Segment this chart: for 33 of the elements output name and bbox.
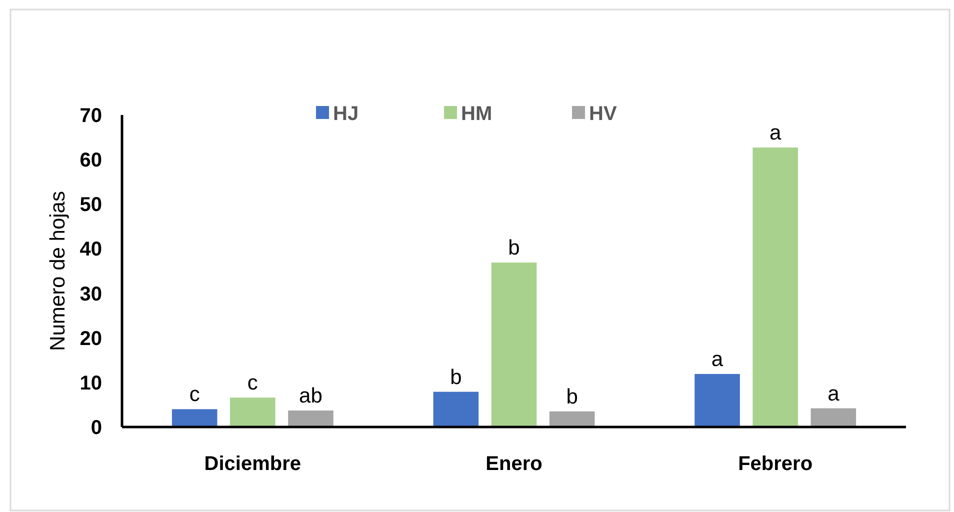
data-label: a bbox=[828, 382, 840, 406]
legend-label: HM bbox=[461, 103, 492, 125]
y-tick-label: 10 bbox=[80, 372, 102, 394]
x-tick-label: Diciembre bbox=[204, 453, 302, 475]
y-tick-label: 70 bbox=[80, 105, 102, 127]
data-label: ab bbox=[299, 384, 322, 408]
data-label: a bbox=[769, 122, 782, 145]
bar bbox=[172, 409, 218, 427]
y-tick-label: 20 bbox=[80, 328, 102, 350]
data-label: c bbox=[189, 383, 200, 406]
bar bbox=[694, 374, 740, 427]
y-tick-label: 30 bbox=[80, 283, 102, 306]
legend-label: HJ bbox=[333, 103, 359, 125]
y-tick-label: 40 bbox=[80, 238, 102, 261]
bar bbox=[433, 392, 479, 427]
data-label: b bbox=[566, 385, 578, 408]
bar bbox=[230, 398, 276, 427]
data-label: b bbox=[508, 236, 520, 260]
data-label: b bbox=[450, 366, 462, 389]
y-axis-title: Numero de hojas bbox=[46, 191, 70, 351]
bar bbox=[549, 411, 595, 427]
bar bbox=[752, 148, 798, 427]
y-tick-label: 50 bbox=[80, 194, 102, 216]
y-tick-label: 0 bbox=[90, 417, 102, 439]
bar bbox=[810, 408, 856, 427]
data-label: c bbox=[247, 372, 258, 395]
bar bbox=[491, 262, 537, 427]
x-tick-label: Febrero bbox=[738, 453, 813, 475]
bar bbox=[288, 410, 334, 427]
legend-label: HV bbox=[589, 103, 618, 125]
data-label: a bbox=[711, 348, 724, 371]
y-tick-label: 60 bbox=[80, 150, 102, 172]
x-tick-label: Enero bbox=[486, 453, 542, 475]
